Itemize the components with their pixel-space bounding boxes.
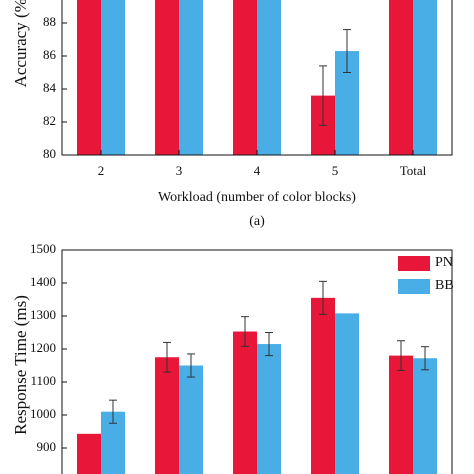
y-tick-label: 800 [37,472,57,474]
bar [257,0,281,155]
legend-swatch [398,279,430,294]
bar [413,358,437,474]
bar [155,357,179,474]
x-axis-label: Workload (number of color blocks) [158,190,356,205]
legend-swatch [398,256,430,271]
bar [179,0,203,155]
y-tick-label: 1000 [30,406,56,421]
bar [389,0,413,155]
x-tick-label: 3 [176,163,183,178]
x-tick-label: 2 [98,163,105,178]
y-tick-label: 82 [43,113,56,128]
caption: (a) [249,214,265,229]
y-tick-label: 84 [43,80,57,95]
bar [257,344,281,474]
bar [389,355,413,474]
y-tick-label: 1300 [30,307,56,322]
bar [179,365,203,474]
bar [101,0,125,155]
y-axis-label: Response Time (ms) [11,295,30,435]
x-tick-label: Total [400,163,427,178]
bar [311,297,335,474]
y-tick-label: 1500 [30,241,56,256]
legend-label: BB [435,278,454,293]
x-tick-label: 4 [254,163,261,178]
y-tick-label: 80 [43,146,56,161]
y-tick-label: 88 [43,14,56,29]
x-tick-label: 5 [332,163,339,178]
bar [77,0,101,155]
bar [233,0,257,155]
y-tick-label: 900 [37,439,57,454]
plot-frame [61,249,453,474]
bar [413,0,437,155]
y-tick-label: 1400 [30,274,56,289]
bar [233,331,257,474]
bar [77,433,101,474]
y-tick-label: 86 [43,47,57,62]
y-axis-label: Accuracy (%) [11,0,30,87]
bar [335,313,359,474]
bar [155,0,179,155]
y-tick-label: 1100 [30,373,56,388]
y-tick-label: 1200 [30,340,56,355]
legend-label: PN [435,255,453,270]
